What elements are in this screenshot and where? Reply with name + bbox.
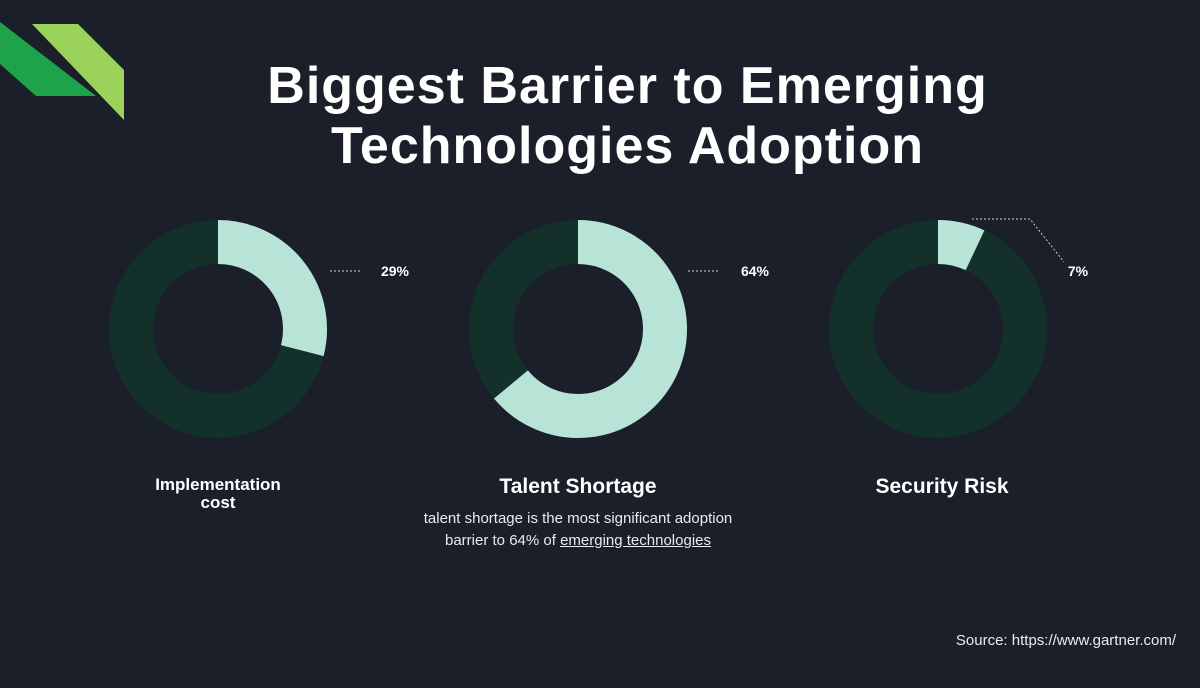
donut-leader-line-3 [972,218,1065,263]
donut-data-label-1: 29% [381,263,410,279]
chart-label-1-line-1: Implementation [155,475,281,494]
logo-dark-stripe [0,22,96,96]
page-title: Biggest Barrier to Emerging Technologies… [0,56,1200,176]
logo-light-stripe [32,24,124,120]
donut-value-arc-2 [494,220,687,438]
donut-value-arc-1 [217,220,327,357]
donut-data-label-3: 7% [1068,263,1089,279]
title-line-2: Technologies Adoption [331,117,924,175]
chart-label-1-line-2: cost [200,493,236,512]
talent-shortage-description: talent shortage is the most significant … [418,508,738,552]
source-citation: Source: https://www.gartner.com/ [955,632,1176,649]
title-line-1: Biggest Barrier to Emerging [267,57,988,115]
chart-label-talent-shortage: Talent Shortage [499,475,657,498]
donut-value-arc-3 [937,220,985,271]
donut-track-3 [829,220,1047,438]
brand-corner-logo [0,22,124,120]
donut-data-label-2: 64% [741,263,770,279]
emerging-technologies-link[interactable]: emerging technologies [560,532,711,549]
chart-label-security-risk: Security Risk [875,475,1009,498]
chart-label-implementation-cost: Implementation cost [128,476,308,512]
description-text: talent shortage is the most significant … [423,510,733,549]
